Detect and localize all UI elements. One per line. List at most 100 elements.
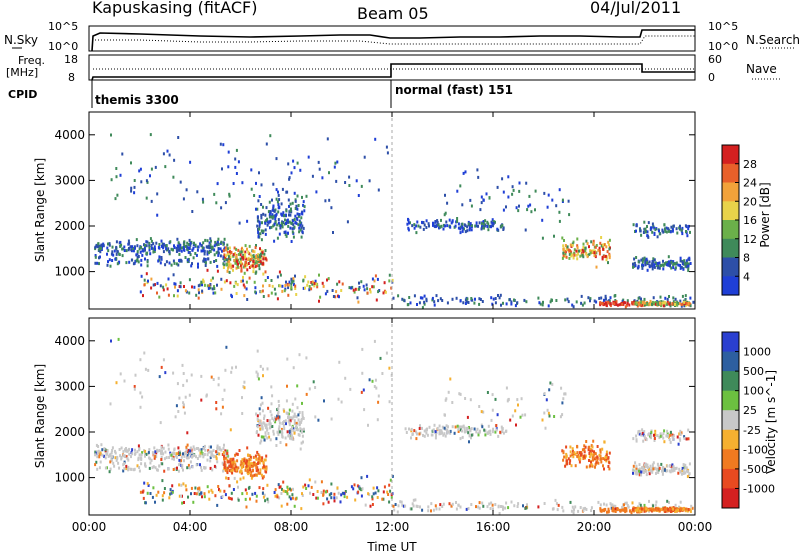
velocity-cell xyxy=(185,488,188,492)
velocity-cell xyxy=(248,467,251,471)
velocity-cell xyxy=(215,457,218,461)
colorbar-tick-label: 24 xyxy=(743,177,757,190)
power-cell xyxy=(247,250,250,254)
velocity-cell xyxy=(245,505,248,509)
power-cell xyxy=(150,277,153,281)
power-cell xyxy=(173,246,176,249)
power-cell xyxy=(684,224,687,228)
velocity-cell xyxy=(425,428,428,432)
power-cell xyxy=(296,194,299,198)
power-cell xyxy=(179,258,182,262)
power-cell xyxy=(221,167,223,171)
velocity-cell xyxy=(301,413,304,417)
power-cell xyxy=(641,263,644,267)
velocity-cell xyxy=(635,434,638,438)
velocity-cell xyxy=(643,463,646,467)
power-cell xyxy=(294,199,297,203)
velocity-cell xyxy=(457,427,460,431)
power-cell xyxy=(671,229,674,233)
power-cell xyxy=(564,244,567,247)
power-cell xyxy=(595,244,598,247)
power-cell xyxy=(113,249,116,253)
velocity-cell xyxy=(293,431,296,435)
velocity-cell xyxy=(247,470,249,473)
power-cell xyxy=(211,276,214,280)
velocity-cell xyxy=(187,456,190,460)
power-cell xyxy=(248,276,251,280)
power-cell xyxy=(261,221,263,225)
velocity-cell xyxy=(394,503,397,506)
velocity-cell xyxy=(522,504,524,508)
velocity-cell xyxy=(656,462,659,466)
velocity-cell xyxy=(391,474,394,478)
power-cell xyxy=(573,253,576,257)
power-cell xyxy=(685,230,687,233)
velocity-cell xyxy=(491,503,494,507)
power-cell xyxy=(687,224,690,228)
power-cell xyxy=(284,233,287,236)
power-cell xyxy=(140,180,143,184)
power-cell xyxy=(186,247,189,251)
velocity-cell xyxy=(683,436,686,440)
power-cell xyxy=(266,217,269,221)
velocity-cell xyxy=(379,356,382,360)
power-cell xyxy=(692,300,695,304)
power-cell xyxy=(590,240,593,244)
power-cell xyxy=(100,243,103,247)
velocity-cell xyxy=(310,485,313,489)
power-cell xyxy=(494,220,496,224)
velocity-cell xyxy=(361,487,364,491)
power-cell xyxy=(141,253,144,257)
power-cell xyxy=(436,220,439,224)
velocity-cell xyxy=(196,457,199,460)
velocity-cell xyxy=(426,433,429,437)
velocity-cell xyxy=(186,453,189,457)
power-cell xyxy=(180,249,183,253)
y-tick-label: 2000 xyxy=(54,425,85,439)
velocity-cell xyxy=(328,493,331,497)
power-cell xyxy=(266,223,269,227)
velocity-cell xyxy=(241,412,244,415)
power-cell xyxy=(571,303,574,307)
velocity-cell xyxy=(481,501,484,505)
power-cell xyxy=(651,260,654,263)
velocity-cell xyxy=(434,436,437,440)
power-cell xyxy=(581,253,584,257)
nave-label: Nave xyxy=(746,62,777,76)
velocity-cell xyxy=(637,506,640,510)
power-cell xyxy=(217,242,220,246)
velocity-cell xyxy=(669,470,672,474)
velocity-cell xyxy=(619,509,622,513)
power-cell xyxy=(686,234,689,238)
velocity-cell xyxy=(650,434,653,438)
power-cell xyxy=(435,224,438,228)
power-cell xyxy=(165,247,168,251)
power-cell xyxy=(444,224,447,228)
velocity-cell xyxy=(261,401,264,405)
power-cell xyxy=(264,213,267,217)
velocity-cell xyxy=(224,463,227,467)
power-cell xyxy=(241,256,244,259)
velocity-cell xyxy=(168,456,171,459)
power-cell xyxy=(642,231,645,234)
velocity-cell xyxy=(490,418,493,422)
velocity-cell xyxy=(317,418,320,422)
velocity-cells xyxy=(94,318,694,515)
velocity-cell xyxy=(270,413,273,417)
power-cell xyxy=(94,254,97,257)
velocity-cell xyxy=(468,440,470,444)
power-cell xyxy=(272,206,275,210)
power-cell xyxy=(487,222,490,226)
velocity-cell xyxy=(482,410,485,414)
velocity-cell xyxy=(573,508,575,512)
power-cell xyxy=(258,267,261,271)
power-cell xyxy=(568,256,571,260)
power-cell xyxy=(306,283,309,287)
power-cell xyxy=(115,240,118,244)
velocity-cell xyxy=(227,460,230,464)
power-cell xyxy=(162,243,165,247)
power-cell xyxy=(264,279,267,282)
velocity-cell xyxy=(453,431,456,435)
power-cell xyxy=(423,302,426,306)
power-cell xyxy=(123,245,126,249)
